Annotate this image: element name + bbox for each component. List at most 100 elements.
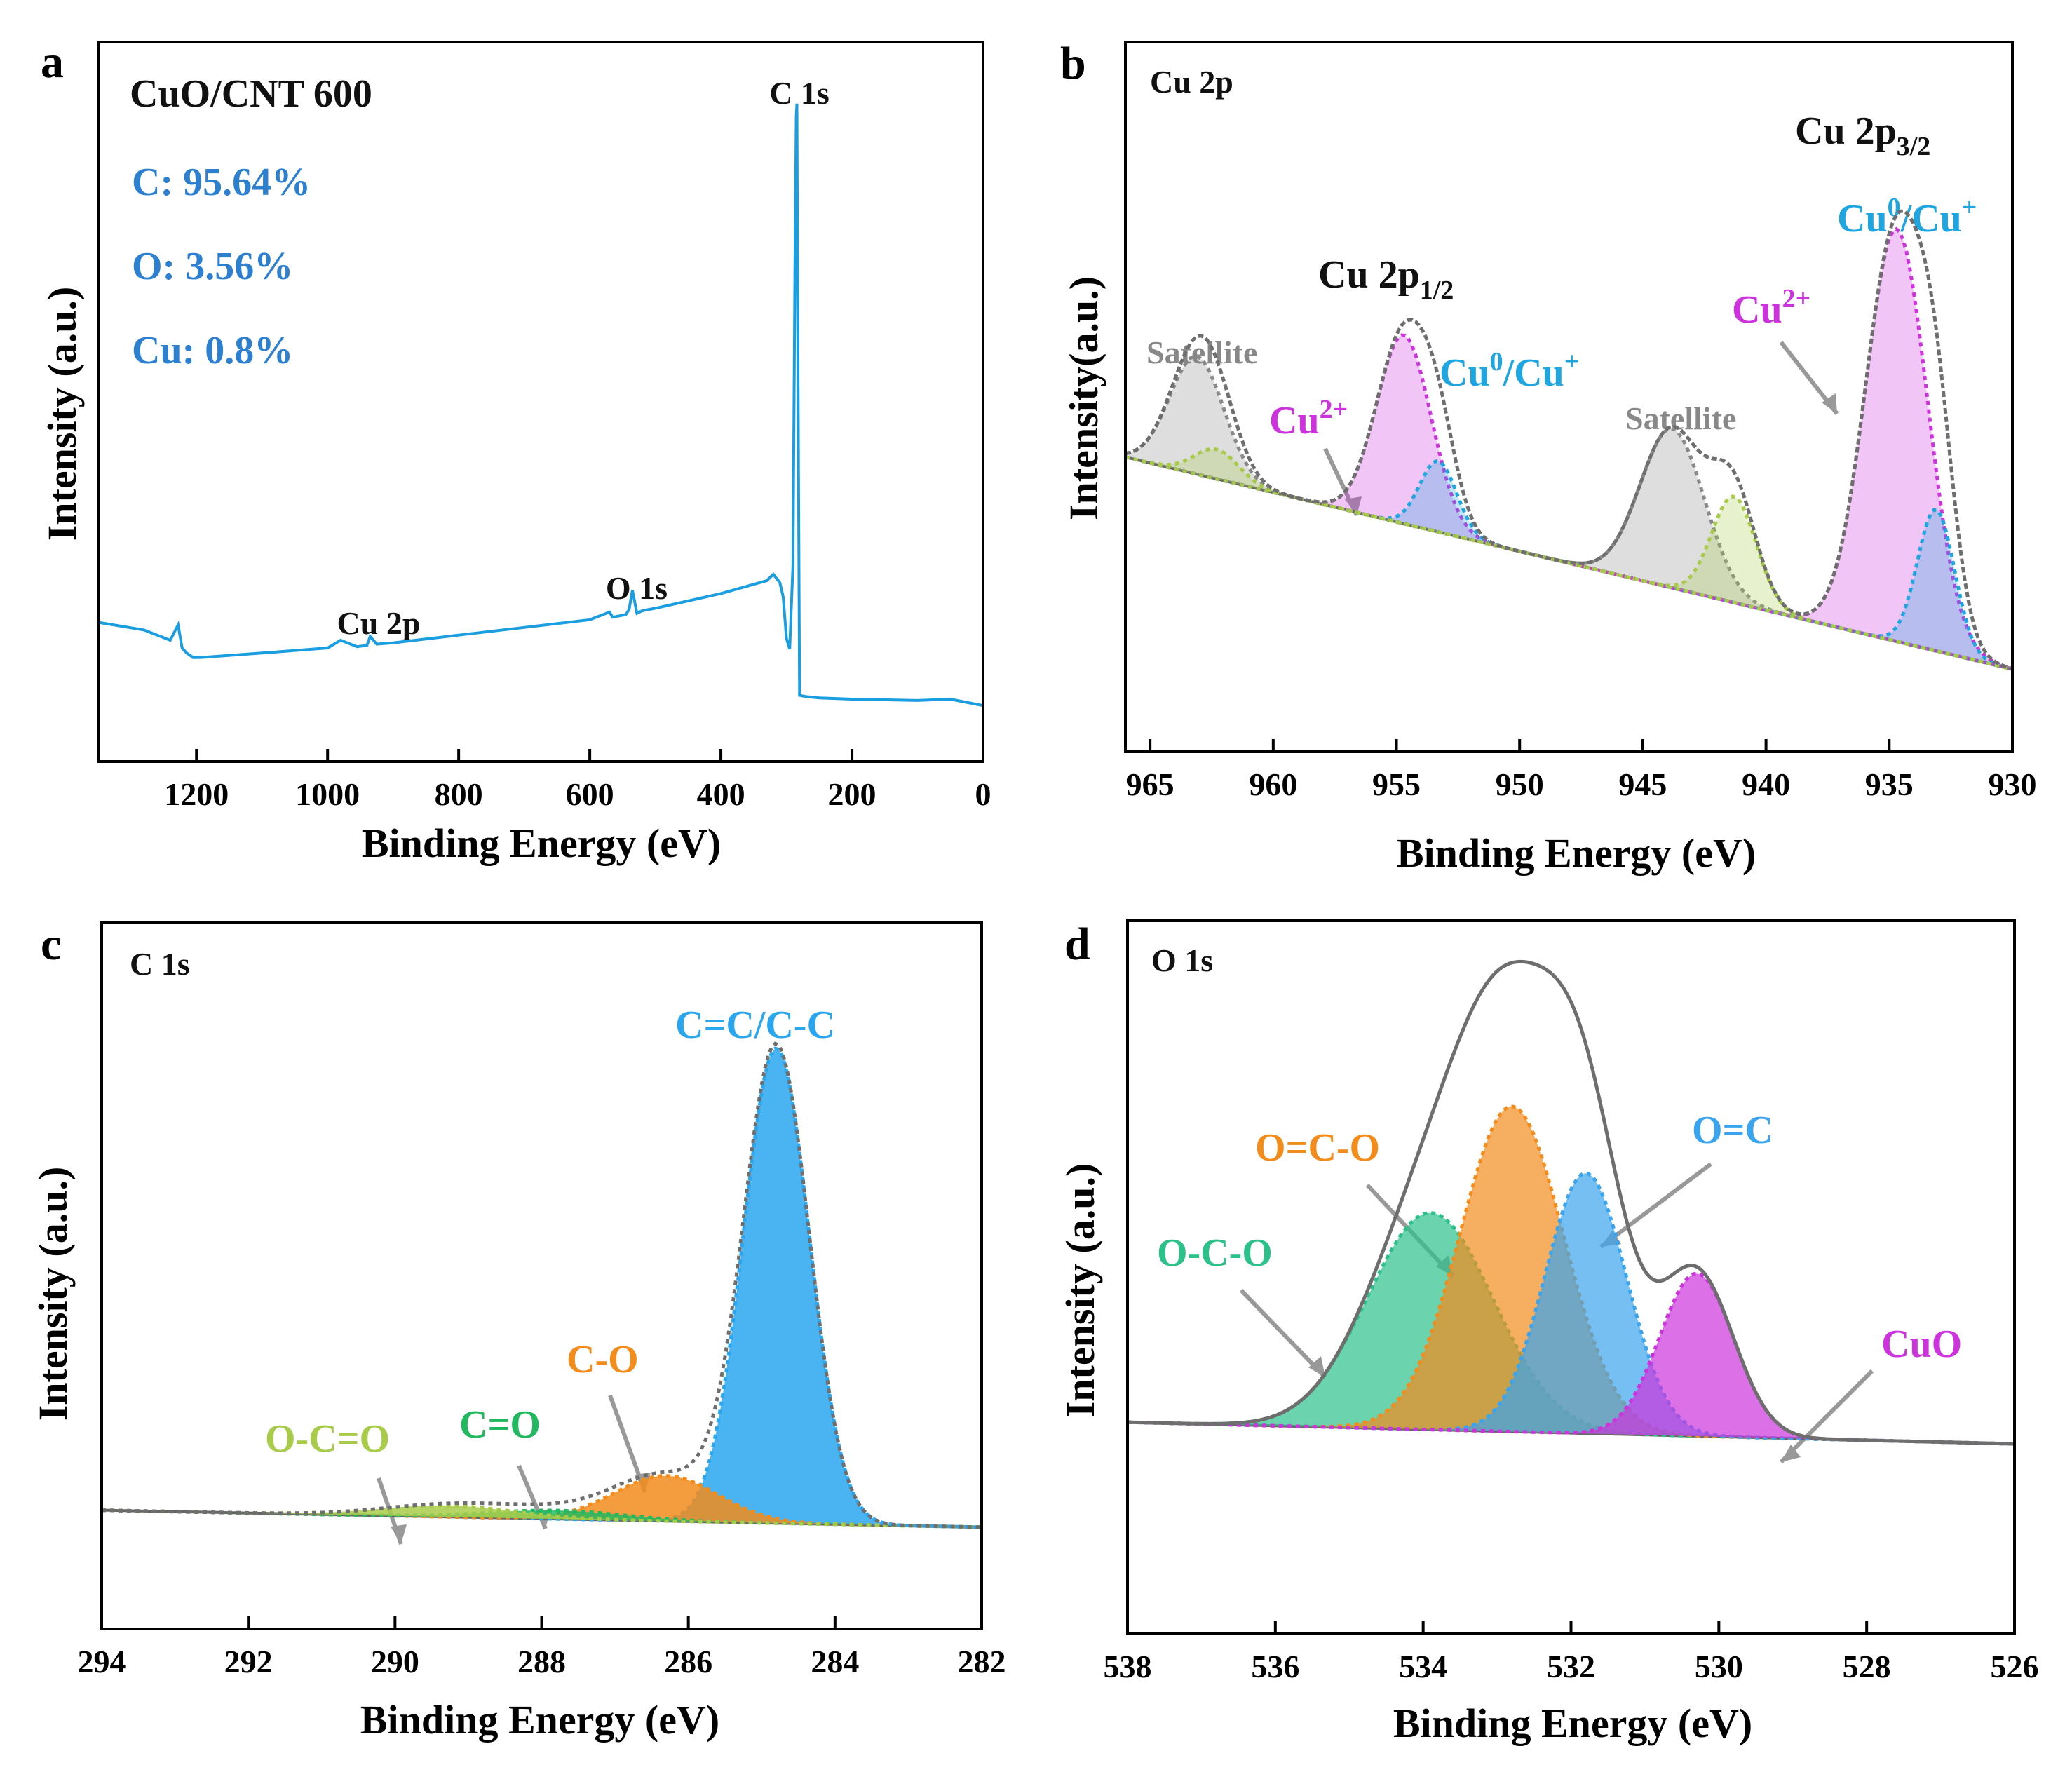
- x-axis-label: Binding Energy (eV): [1397, 830, 1756, 876]
- label-cu2plus-text: Cu: [1269, 399, 1320, 442]
- x-tick-label: 1200: [164, 776, 229, 812]
- x-tick-label: 282: [958, 1644, 1006, 1679]
- panel-letter-c: c: [41, 919, 61, 970]
- x-tick-label: 1000: [295, 776, 360, 812]
- peak-label-cu2p: Cu 2p: [337, 605, 421, 641]
- panel-b-x-ticks: 965 960 955 950 945 940 935 930: [1126, 739, 2037, 802]
- panel-b-frame: [1124, 41, 2014, 753]
- x-tick-label: 538: [1104, 1649, 1152, 1684]
- label-cu0-suffix: /Cu: [1900, 197, 1962, 241]
- x-axis-label: Binding Energy (eV): [360, 1697, 719, 1743]
- panel-letter-b: b: [1060, 38, 1086, 89]
- panel-c-title: C 1s: [130, 946, 190, 982]
- label-cu2p-half-sub: 1/2: [1420, 276, 1454, 305]
- label-cu2plus-sup: 2+: [1782, 284, 1811, 313]
- composition-carbon: C: 95.64%: [132, 161, 311, 204]
- peak-label-c1s: C 1s: [769, 75, 830, 111]
- panel-d-o1s-spectrum: d Intensity (a.u.) Binding Energy (eV) O…: [1057, 919, 2039, 1746]
- label-cu0-cu-text: Cu: [1440, 351, 1490, 395]
- panel-a-survey-spectrum: a Intensity (a.u.) Binding Energy (eV) C…: [39, 36, 991, 866]
- x-tick-label: 530: [1695, 1649, 1743, 1684]
- x-tick-label: 290: [371, 1644, 419, 1679]
- label-cu0-suffix: /Cu: [1503, 351, 1564, 395]
- label-cu2p-half-main: Cu 2p: [1318, 253, 1420, 297]
- x-tick-label: 935: [1865, 766, 1914, 802]
- y-axis-label: Intensity (a.u.): [1057, 1163, 1103, 1418]
- y-axis-label: Intensity (a.u.): [39, 287, 85, 541]
- fit-envelope-line: [1127, 959, 2015, 1446]
- x-axis-label: Binding Energy (eV): [1393, 1700, 1752, 1746]
- panel-d-plot: [1127, 959, 2015, 1446]
- panel-letter-a: a: [41, 36, 64, 88]
- panel-c-plot: [102, 1041, 982, 1529]
- arrow-head-icon: [1345, 496, 1362, 515]
- arrow-cuo: [1779, 1369, 1874, 1464]
- peak-satellite-4-area: [1125, 449, 2012, 670]
- label-cu0-cu-text: Cu: [1837, 197, 1888, 241]
- x-axis-label: Binding Energy (eV): [362, 820, 721, 866]
- label-co: C-O: [567, 1338, 639, 1381]
- x-tick-label: 930: [1989, 766, 2037, 802]
- arrow-head-icon: [1308, 1356, 1325, 1377]
- label-cu2plus-left: Cu2+: [1269, 395, 1348, 442]
- arrow-head-icon: [1781, 1445, 1801, 1462]
- peak-satellite-3-area: [1125, 356, 2012, 670]
- x-tick-label: 800: [435, 776, 483, 812]
- peak-o-c-o-area: [1128, 1212, 2015, 1445]
- peak-satellite-4-line: [1125, 447, 2013, 671]
- panel-a-x-ticks: 1200 1000 800 600 400 200 0: [164, 749, 991, 812]
- label-cu2plus-right: Cu2+: [1732, 284, 1810, 332]
- panel-c-c1s-spectrum: c Intensity (a.u.) Binding Energy (eV) C…: [30, 919, 1006, 1743]
- fit-envelope-line: [1125, 209, 2013, 671]
- x-tick-label: 0: [975, 776, 991, 812]
- x-tick-label: 532: [1547, 1649, 1595, 1684]
- x-tick-label: 940: [1742, 766, 1790, 802]
- x-tick-label: 288: [517, 1644, 566, 1679]
- label-ocdo: O-C=O: [265, 1417, 390, 1461]
- panel-a-plot: [97, 103, 984, 708]
- label-cc: C=C/C-C: [675, 1003, 835, 1047]
- panel-c-x-ticks: 294 292 290 288 286 284 282: [78, 1616, 1006, 1679]
- x-tick-label: 400: [697, 776, 745, 812]
- peak-c-c-c-c-line: [102, 1046, 982, 1529]
- x-tick-label: 286: [664, 1644, 712, 1679]
- panel-letter-d: d: [1064, 919, 1090, 970]
- label-satellite-right: Satellite: [1625, 400, 1736, 436]
- sample-title: CuO/CNT 600: [130, 72, 372, 116]
- label-cuo: CuO: [1881, 1323, 1962, 1366]
- survey-spectrum-line: [97, 103, 984, 708]
- x-tick-label: 528: [1843, 1649, 1891, 1684]
- panel-d-x-ticks: 538 536 534 532 530 528 526: [1104, 1621, 2039, 1684]
- arrow-oc: [1599, 1162, 1712, 1249]
- label-cdo: C=O: [459, 1403, 541, 1447]
- panel-b-cu2p-spectrum: b Intensity(a.u.) Binding Energy (eV) Cu…: [1060, 38, 2037, 876]
- arrow-head-icon: [391, 1524, 407, 1544]
- label-cu0-cuplus-left: Cu0/Cu+: [1440, 347, 1579, 395]
- arrow-ocdo: [1239, 1288, 1327, 1379]
- composition-copper: Cu: 0.8%: [132, 329, 293, 372]
- label-ocm: O=C-O: [1255, 1126, 1380, 1170]
- x-tick-label: 955: [1372, 766, 1421, 802]
- y-axis-label: Intensity(a.u.): [1061, 276, 1106, 520]
- label-cu0-cuplus-right: Cu0/Cu+: [1837, 193, 1977, 241]
- panel-b-plot: [1125, 209, 2013, 671]
- peak-cu2-2p3-2-area: [1125, 229, 2012, 670]
- composition-oxygen: O: 3.56%: [132, 245, 293, 288]
- x-tick-label: 945: [1618, 766, 1667, 802]
- label-cu2p-threehalves-main: Cu 2p: [1795, 109, 1897, 153]
- x-tick-label: 284: [811, 1644, 859, 1679]
- x-tick-label: 292: [224, 1644, 273, 1679]
- label-cu0-sup: 0: [1490, 347, 1503, 377]
- panel-a-frame: [97, 41, 984, 763]
- x-tick-label: 526: [1991, 1649, 2039, 1684]
- panel-d-title: O 1s: [1151, 942, 1213, 978]
- label-cuplus-sup: +: [1564, 347, 1580, 377]
- label-cuplus-sup: +: [1962, 193, 1977, 222]
- peak-o-c-area: [1128, 1173, 2015, 1445]
- x-tick-label: 294: [78, 1644, 126, 1679]
- arrow-head-icon: [1822, 393, 1837, 414]
- label-cu2plus-sup: 2+: [1320, 395, 1348, 424]
- fit-envelope-line: [102, 1041, 982, 1529]
- x-tick-label: 965: [1126, 766, 1174, 802]
- label-cu2p-threehalves-sub: 3/2: [1897, 132, 1931, 161]
